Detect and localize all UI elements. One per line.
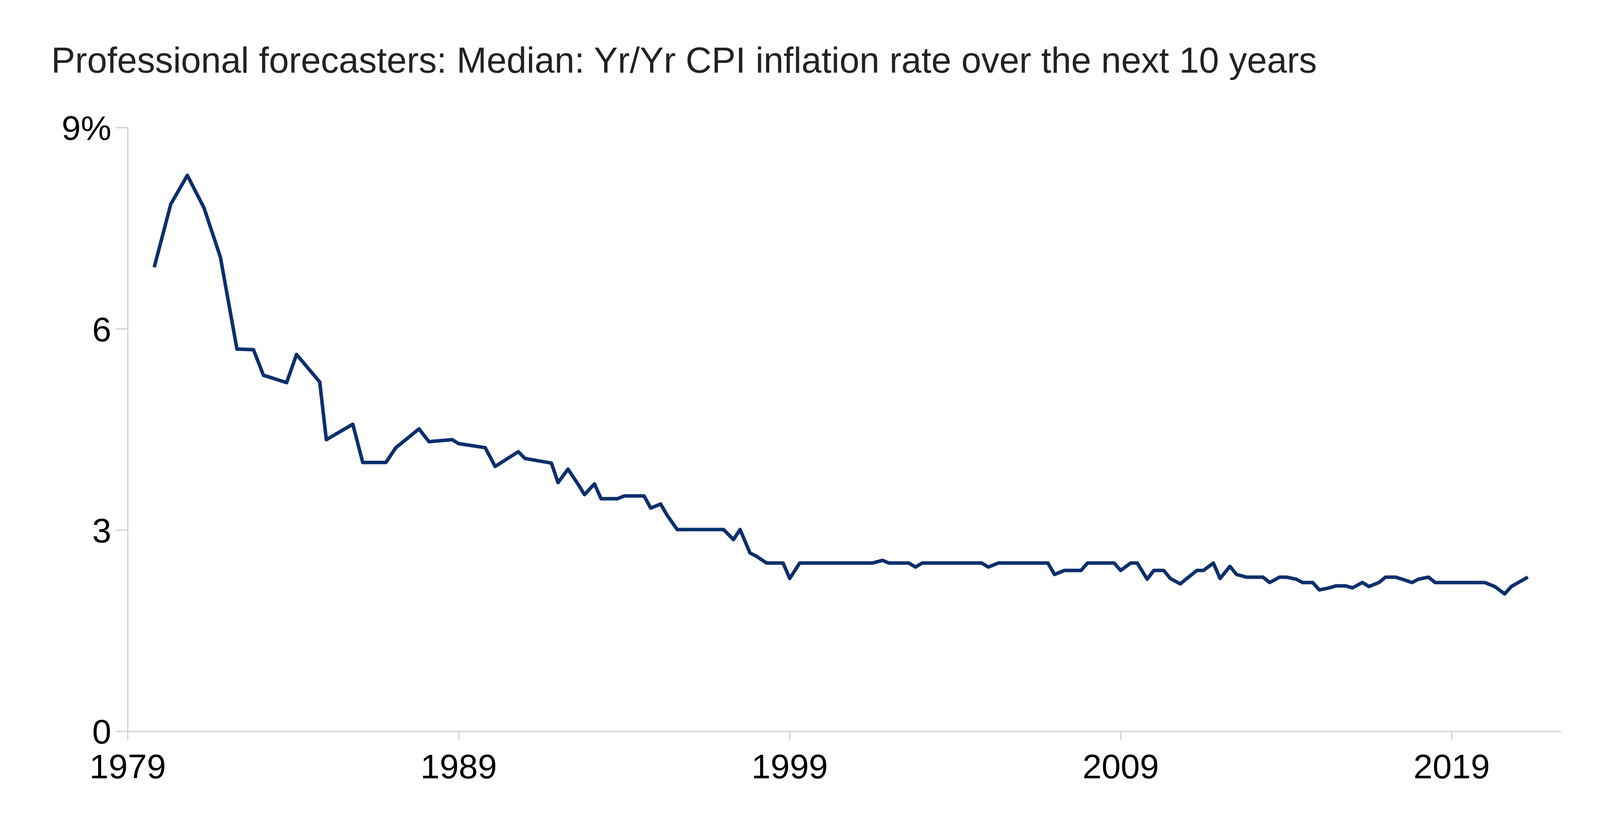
svg-text:0: 0 <box>92 712 112 752</box>
svg-text:2009: 2009 <box>1082 747 1159 786</box>
svg-text:6: 6 <box>92 310 112 349</box>
svg-text:1999: 1999 <box>751 747 829 786</box>
svg-text:1979: 1979 <box>89 747 167 786</box>
svg-text:1989: 1989 <box>420 747 497 786</box>
svg-text:9%: 9% <box>61 108 112 148</box>
svg-text:2019: 2019 <box>1413 747 1490 786</box>
svg-text:3: 3 <box>92 511 112 550</box>
html-text:Professional forecasters: Medi: Professional forecasters: Median: Yr/Yr … <box>51 40 1317 81</box>
